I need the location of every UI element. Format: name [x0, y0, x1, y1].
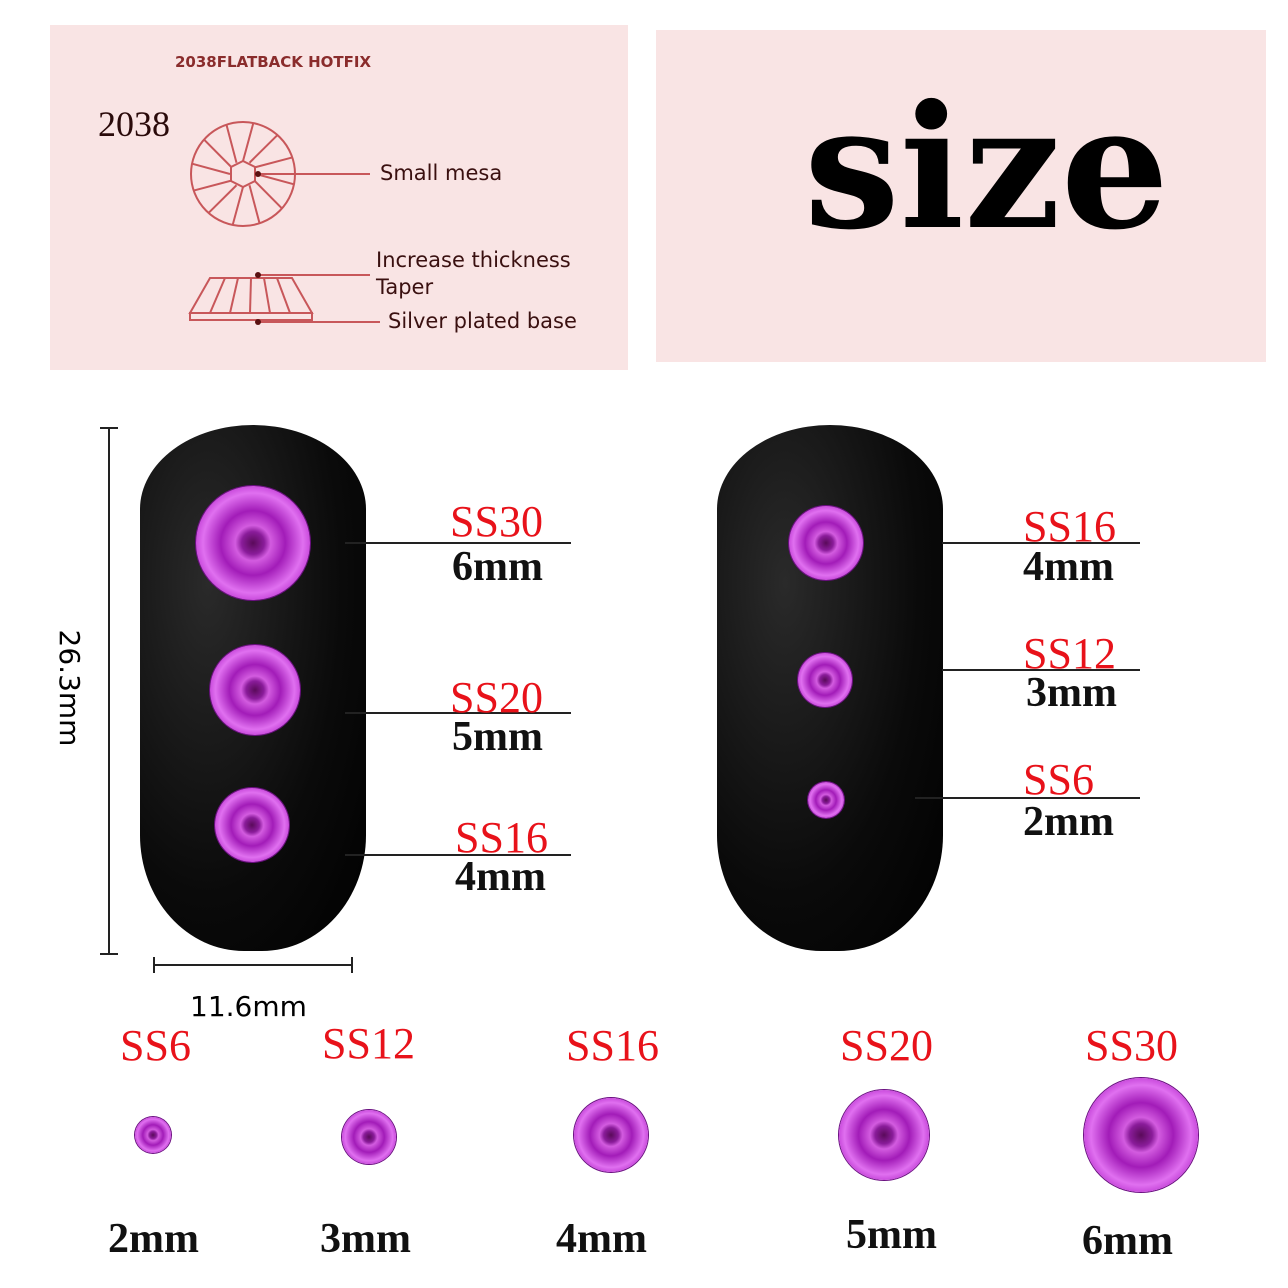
- label-small-mesa: Small mesa: [380, 161, 503, 185]
- diagram-spoke: [203, 138, 233, 169]
- diagram-spoke: [193, 179, 232, 192]
- left-size-1: 5mm: [452, 714, 543, 760]
- bottom-code-2: SS16: [566, 1021, 659, 1070]
- left-code-2: SS16: [455, 813, 548, 862]
- right-size-0: 4mm: [1023, 544, 1114, 590]
- diagram-header: 2038FLATBACK HOTFIX: [175, 53, 372, 71]
- bottom-code-3: SS20: [840, 1021, 933, 1070]
- bottom-size-4: 6mm: [1082, 1218, 1173, 1264]
- gem-4mm: [574, 1098, 648, 1172]
- leader-line: [345, 854, 571, 856]
- leader-line: [345, 712, 571, 714]
- gem-ss6: [808, 782, 844, 818]
- label-increase-thickness: Increase thickness: [376, 248, 571, 272]
- title-panel: size: [656, 30, 1266, 362]
- label-silver-base: Silver plated base: [388, 309, 577, 333]
- diagram-spoke: [225, 124, 238, 163]
- width-label: 11.6mm: [190, 990, 307, 1023]
- label-taper: Taper: [376, 275, 434, 299]
- left-code-1: SS20: [450, 673, 543, 722]
- left-code-0: SS30: [450, 497, 543, 546]
- leader-line: [915, 797, 1140, 799]
- diagram-spoke: [248, 185, 261, 224]
- ruler-cap: [153, 957, 155, 973]
- diagram-spoke: [253, 179, 283, 210]
- bottom-code-4: SS30: [1085, 1021, 1178, 1070]
- size-title: size: [804, 68, 1169, 268]
- bottom-code-0: SS6: [120, 1021, 191, 1070]
- bottom-size-3: 5mm: [846, 1212, 937, 1258]
- diagram-spoke: [254, 156, 293, 169]
- gem-ss30: [196, 486, 310, 600]
- left-size-0: 6mm: [452, 544, 543, 590]
- ruler-cap: [351, 957, 353, 973]
- diagram-spoke: [255, 173, 295, 186]
- ruler-cap: [100, 427, 118, 429]
- diagram-panel: 2038FLATBACK HOTFIX 2038 Small mesa Incr…: [50, 25, 628, 370]
- diagram-spoke: [231, 186, 244, 226]
- left-size-2: 4mm: [455, 854, 546, 900]
- gem-ss12: [798, 653, 852, 707]
- right-code-0: SS16: [1023, 502, 1116, 551]
- width-ruler: [153, 964, 353, 966]
- gem-6mm: [1084, 1078, 1198, 1192]
- bottom-size-2: 4mm: [556, 1216, 647, 1262]
- right-code-1: SS12: [1023, 629, 1116, 678]
- bottom-size-0: 2mm: [108, 1216, 199, 1262]
- gem-ss16: [789, 506, 863, 580]
- diagram-spoke: [248, 134, 279, 164]
- gem-ss16: [215, 788, 289, 862]
- ruler-cap: [100, 953, 118, 955]
- gem-ss20: [210, 645, 300, 735]
- diagram-spoke: [207, 184, 238, 214]
- height-label: 26.3mm: [53, 629, 86, 747]
- gem-3mm: [342, 1110, 396, 1164]
- diagram-spoke: [242, 122, 255, 162]
- diagram-spoke: [191, 162, 231, 175]
- rhinestone-diagram: [188, 121, 380, 325]
- right-size-1: 3mm: [1026, 670, 1117, 716]
- bottom-code-1: SS12: [322, 1019, 415, 1068]
- model-number: 2038: [98, 104, 170, 144]
- leader-line: [942, 542, 1140, 544]
- leader-line: [942, 669, 1140, 671]
- gem-5mm: [839, 1090, 929, 1180]
- height-ruler: [108, 428, 110, 954]
- right-size-2: 2mm: [1023, 799, 1114, 845]
- leader-line: [345, 542, 571, 544]
- right-code-2: SS6: [1023, 755, 1094, 804]
- gem-2mm: [135, 1117, 171, 1153]
- bottom-size-1: 3mm: [320, 1216, 411, 1262]
